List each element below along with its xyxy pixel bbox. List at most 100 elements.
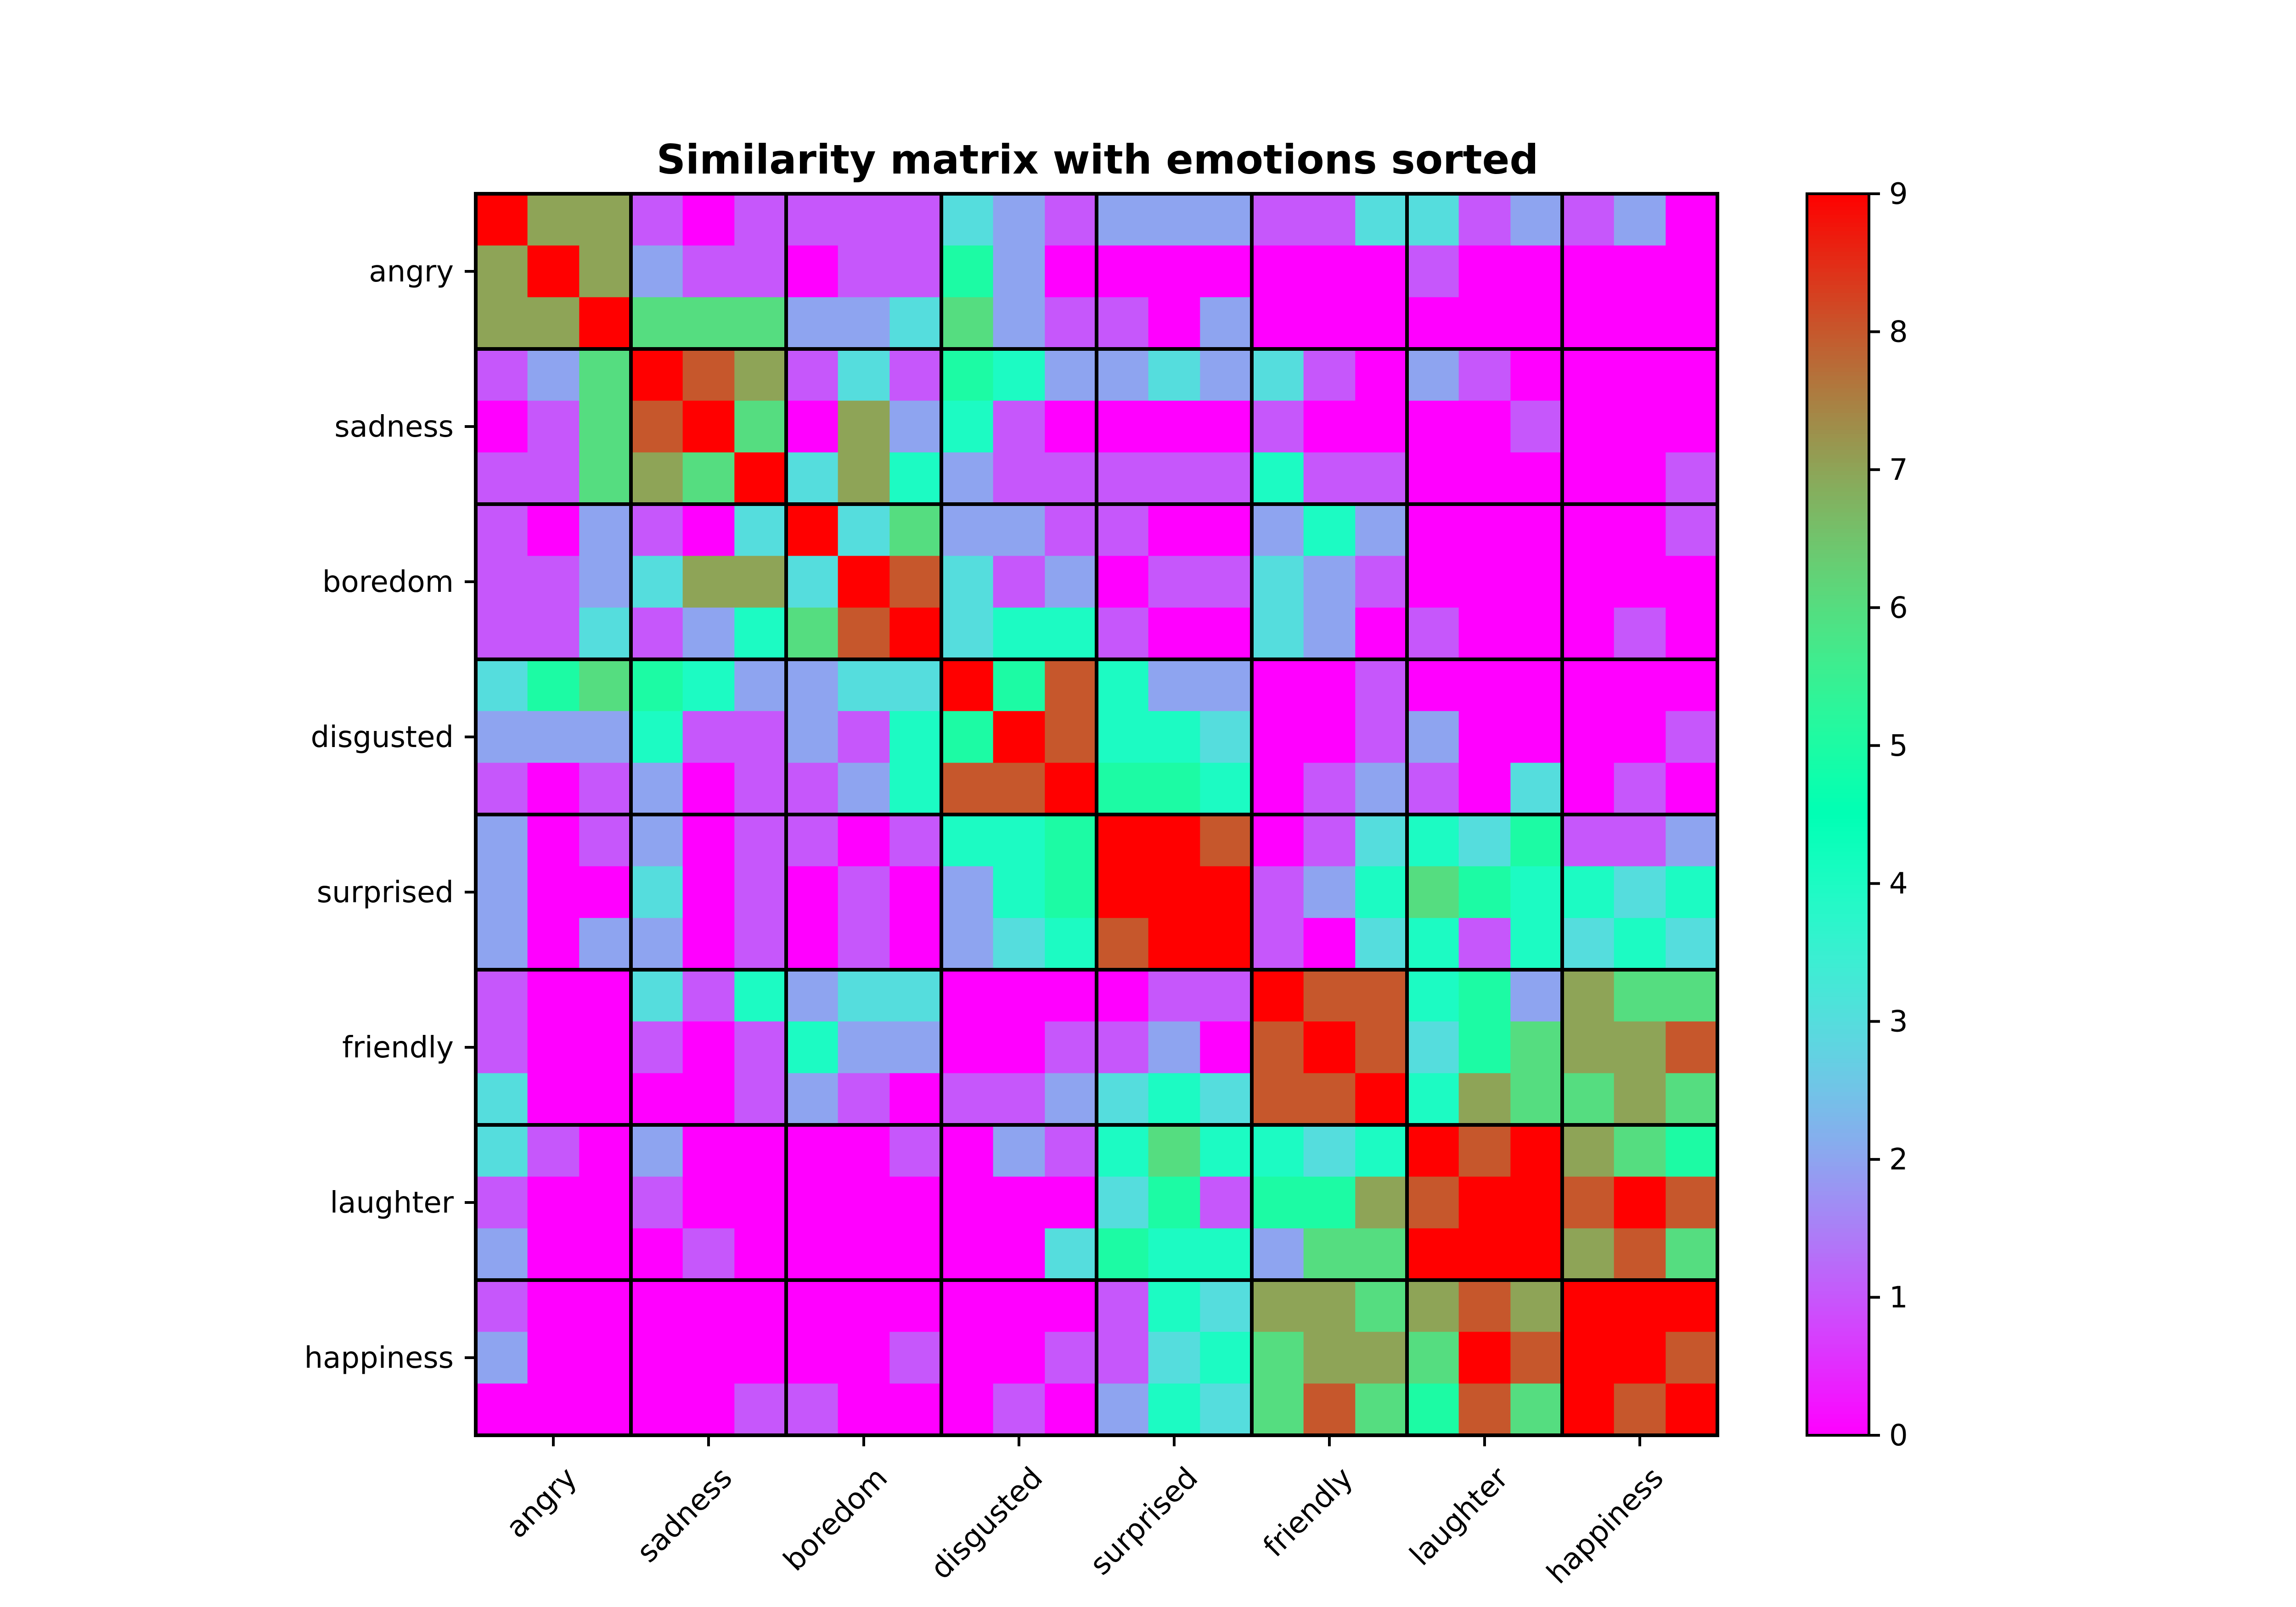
heatmap-cell (1407, 815, 1459, 867)
colorbar-gradient-segment (1807, 545, 1869, 550)
colorbar-gradient-segment (1807, 1058, 1869, 1063)
heatmap-cell (1097, 245, 1149, 298)
x-tick-label: happiness (1541, 1461, 1670, 1590)
colorbar-gradient-segment (1807, 1431, 1869, 1436)
heatmap-cell (734, 1176, 787, 1229)
colorbar-gradient-segment (1807, 376, 1869, 381)
colorbar-gradient-segment (1807, 1410, 1869, 1415)
heatmap-cell (1458, 297, 1511, 349)
colorbar-gradient-segment (1807, 1179, 1869, 1183)
colorbar-gradient-segment (1807, 198, 1869, 202)
heatmap-cell (1510, 763, 1563, 815)
heatmap-cell (1407, 918, 1459, 970)
heatmap-cell (1562, 970, 1615, 1022)
heatmap-cell (1458, 1228, 1511, 1281)
heatmap-cell (1252, 400, 1304, 453)
heatmap-cell (1045, 504, 1097, 556)
colorbar-gradient-segment (1807, 1290, 1869, 1295)
heatmap-cell (476, 1332, 528, 1384)
heatmap-cell (1614, 504, 1666, 556)
heatmap-cell (1510, 1073, 1563, 1125)
heatmap-cell (1148, 245, 1200, 298)
heatmap-cell (631, 1176, 683, 1229)
colorbar-gradient-segment (1807, 1005, 1869, 1010)
heatmap-cell (734, 1228, 787, 1281)
heatmap-cell (889, 918, 942, 970)
heatmap-cell (734, 504, 787, 556)
heatmap-cell (993, 763, 1045, 815)
heatmap-cell (1097, 815, 1149, 867)
heatmap-cell (631, 400, 683, 453)
heatmap-cell (1200, 659, 1252, 712)
heatmap-cell (682, 1176, 735, 1229)
heatmap-cell (734, 1280, 787, 1332)
colorbar-gradient-segment (1807, 297, 1869, 302)
heatmap-cell (1148, 504, 1200, 556)
colorbar-gradient-segment (1807, 1286, 1869, 1291)
colorbar-gradient-segment (1807, 1096, 1869, 1101)
heatmap-cell (1562, 1125, 1615, 1177)
heatmap-cell (1614, 659, 1666, 712)
heatmap-cell (838, 970, 890, 1022)
heatmap-cell (682, 918, 735, 970)
heatmap-cell (838, 1125, 890, 1177)
heatmap-cell (527, 1280, 580, 1332)
heatmap-cell (476, 1021, 528, 1073)
colorbar-gradient-segment (1807, 1075, 1869, 1080)
y-axis: angry sadness boredom disgusted surprised fri… (304, 255, 476, 1375)
heatmap-cell (1510, 452, 1563, 505)
colorbar-gradient-segment (1807, 1311, 1869, 1316)
heatmap-cell (1148, 815, 1200, 867)
heatmap-cell (993, 556, 1045, 608)
colorbar-gradient-segment (1807, 500, 1869, 505)
colorbar-gradient-segment (1807, 454, 1869, 459)
heatmap-cell (1355, 763, 1407, 815)
colorbar-gradient-segment (1807, 1050, 1869, 1055)
heatmap-cell (579, 400, 631, 453)
heatmap-cell (1200, 452, 1252, 505)
x-tick-label: laughter (1403, 1461, 1515, 1572)
heatmap-cell (993, 970, 1045, 1022)
heatmap-cell (527, 763, 580, 815)
colorbar-gradient-segment (1807, 1021, 1869, 1026)
heatmap-cell (1510, 1332, 1563, 1384)
heatmap-cell (1303, 1280, 1356, 1332)
heatmap-cell (1355, 245, 1407, 298)
colorbar-gradient-segment (1807, 1100, 1869, 1105)
colorbar-gradient-segment (1807, 947, 1869, 952)
heatmap-cell (1407, 1125, 1459, 1177)
heatmap-cell (941, 970, 994, 1022)
colorbar-gradient-segment (1807, 980, 1869, 985)
colorbar-gradient-segment (1807, 661, 1869, 666)
colorbar-gradient-segment (1807, 1208, 1869, 1213)
heatmap-cell (1510, 1021, 1563, 1073)
heatmap-cell (1562, 297, 1615, 349)
heatmap-cell (993, 245, 1045, 298)
colorbar-gradient-segment (1807, 1199, 1869, 1204)
heatmap-cell (682, 556, 735, 608)
colorbar-gradient-segment (1807, 466, 1869, 472)
heatmap-cell (1407, 1332, 1459, 1384)
colorbar-gradient-segment (1807, 1187, 1869, 1192)
heatmap-cell (993, 349, 1045, 401)
heatmap-cell (786, 504, 838, 556)
heatmap-cell (1148, 349, 1200, 401)
heatmap-cell (1562, 556, 1615, 608)
heatmap-cell (1407, 400, 1459, 453)
heatmap-cell (1355, 400, 1407, 453)
heatmap-cell (1303, 1125, 1356, 1177)
heatmap-cell (1252, 1332, 1304, 1384)
heatmap-cell (1148, 1021, 1200, 1073)
heatmap-cell (579, 970, 631, 1022)
heatmap-cell (941, 918, 994, 970)
heatmap-cell (1562, 1332, 1615, 1384)
heatmap-cell (476, 194, 528, 246)
heatmap-cell (527, 970, 580, 1022)
colorbar-gradient-segment (1807, 1332, 1869, 1337)
colorbar-gradient-segment (1807, 922, 1869, 927)
heatmap-cell (1510, 1383, 1563, 1436)
colorbar-gradient-segment (1807, 343, 1869, 348)
heatmap-cell (1045, 1280, 1097, 1332)
colorbar-gradient-segment (1807, 384, 1869, 389)
colorbar-gradient-segment (1807, 707, 1869, 712)
